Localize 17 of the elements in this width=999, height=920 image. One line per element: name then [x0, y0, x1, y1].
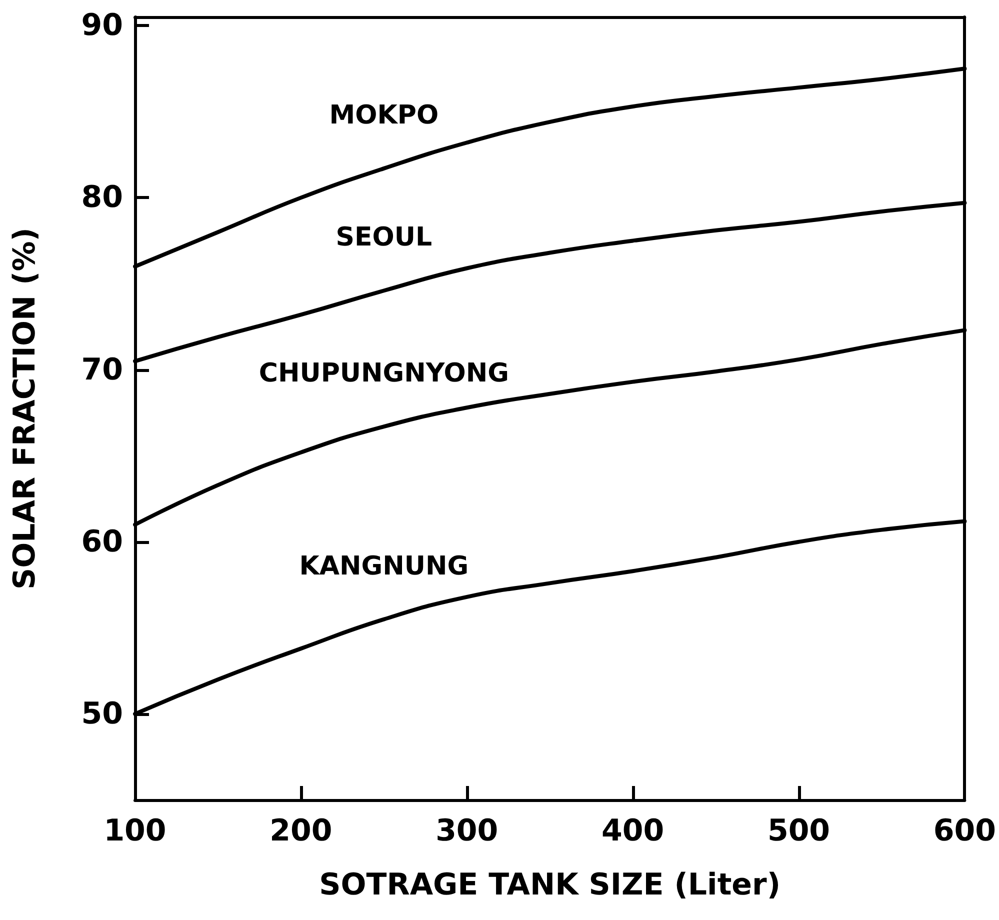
x-axis-title: SOTRAGE TANK SIZE (Liter) [319, 868, 781, 902]
y-axis-title: SOLAR FRACTION (%) [8, 228, 42, 590]
y-tick-label: 60 [81, 524, 123, 560]
x-tick-label: 200 [270, 814, 332, 848]
series-label: SEOUL [336, 222, 432, 253]
x-tick-label: 500 [767, 814, 830, 848]
y-tick-label: 50 [81, 696, 123, 732]
y-tick-label: 70 [81, 352, 123, 388]
x-tick-label: 600 [933, 814, 996, 848]
series-label: MOKPO [329, 100, 439, 130]
y-tick-label: 80 [81, 180, 123, 216]
x-tick-label: 300 [436, 814, 498, 848]
x-tick-label: 400 [602, 814, 664, 848]
x-tick-label: 100 [104, 814, 166, 848]
series-label: CHUPUNGNYONG [258, 358, 509, 389]
y-tick-label: 90 [81, 8, 123, 44]
series-label: KANGNUNG [299, 551, 469, 582]
